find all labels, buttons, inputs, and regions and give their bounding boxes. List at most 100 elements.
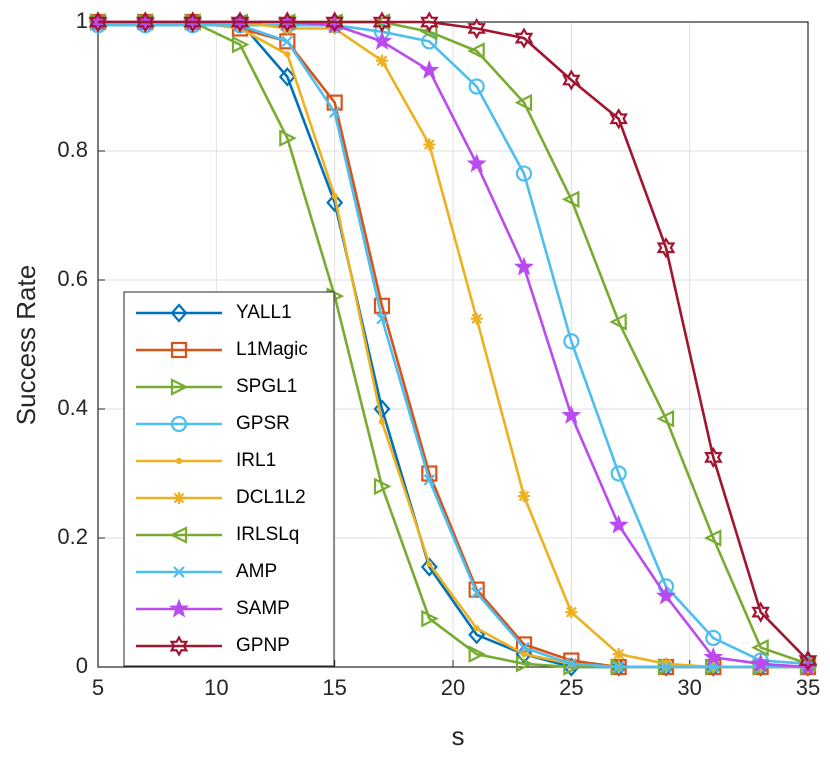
marker [278, 11, 297, 33]
legend-box [123, 291, 335, 667]
marker [372, 11, 392, 33]
marker [518, 490, 530, 503]
legend-label: DCL1L2 [236, 487, 306, 508]
y-tick-label: 0.4 [57, 395, 88, 420]
x-tick-label: 30 [677, 675, 701, 700]
marker [660, 661, 672, 673]
marker [612, 648, 625, 661]
marker [331, 193, 338, 200]
marker [170, 341, 188, 359]
y-axis-label: Success Rate [11, 265, 41, 425]
legend-label: IRL1 [236, 450, 276, 471]
marker [470, 587, 483, 599]
marker [565, 657, 578, 670]
marker [518, 641, 530, 654]
marker [609, 313, 627, 331]
marker [326, 192, 344, 213]
marker [169, 635, 189, 657]
marker [609, 108, 628, 130]
marker [169, 598, 189, 618]
marker [704, 446, 723, 469]
marker [421, 609, 439, 628]
marker [230, 11, 250, 33]
marker [562, 69, 581, 91]
marker [170, 303, 188, 323]
marker [467, 17, 486, 40]
marker [376, 312, 388, 325]
plot-frame [97, 21, 809, 668]
marker [473, 625, 480, 632]
marker [170, 378, 189, 396]
marker [173, 566, 185, 578]
marker [281, 35, 294, 48]
marker [284, 51, 291, 58]
y-tick-label: 0.8 [57, 137, 88, 162]
marker [514, 256, 534, 276]
marker [468, 645, 487, 663]
marker [419, 59, 440, 79]
legend-label: IRLSLq [236, 524, 299, 545]
x-tick-label: 10 [204, 675, 228, 700]
marker [372, 30, 392, 50]
y-tick-label: 1 [76, 8, 88, 33]
x-axis-label: s [452, 721, 465, 751]
marker [798, 649, 818, 672]
marker [279, 129, 297, 147]
x-tick-label: 15 [322, 675, 346, 700]
marker [520, 650, 528, 658]
marker [703, 529, 722, 547]
marker [169, 526, 188, 544]
marker [426, 560, 433, 567]
marker [515, 654, 534, 673]
y-tick-label: 0 [76, 653, 88, 678]
marker [751, 638, 769, 657]
marker [183, 11, 202, 33]
marker [466, 153, 487, 173]
marker [514, 93, 533, 112]
legend-label: YALL1 [236, 302, 292, 323]
marker [612, 661, 625, 673]
marker [175, 457, 183, 465]
legend: YALL1 L1Magic SPGL1 GPSR IRL1 DCL1L2 IRLSLq AMP… [123, 291, 335, 667]
x-tick-label: 20 [441, 675, 465, 700]
marker [170, 415, 188, 433]
marker [514, 27, 534, 49]
legend-label: L1Magic [236, 339, 308, 360]
marker [750, 653, 771, 673]
marker [278, 67, 296, 87]
marker [376, 54, 388, 67]
marker [656, 585, 676, 605]
marker [470, 312, 483, 325]
legend-label: SAMP [236, 598, 290, 619]
series-line [98, 20, 809, 662]
marker [173, 492, 185, 504]
y-tick-label: 0.2 [57, 524, 88, 549]
x-tick-label: 35 [796, 675, 820, 700]
marker [423, 138, 436, 151]
marker [467, 42, 485, 60]
marker [373, 477, 392, 496]
marker [373, 297, 391, 314]
x-tick-label: 25 [559, 675, 583, 700]
marker [751, 601, 770, 623]
marker [608, 514, 629, 534]
marker [468, 581, 485, 598]
marker [325, 11, 344, 33]
marker [515, 165, 533, 182]
marker [610, 465, 627, 482]
marker [561, 190, 580, 209]
marker [563, 333, 580, 350]
marker [561, 404, 582, 424]
marker [705, 629, 722, 647]
legend-label: GPNP [236, 635, 290, 656]
marker [703, 646, 724, 666]
marker [136, 11, 155, 33]
marker [660, 657, 672, 670]
marker [419, 22, 438, 41]
legend-label: SPGL1 [236, 376, 297, 397]
marker [656, 237, 676, 259]
marker [328, 106, 341, 119]
marker [88, 11, 108, 33]
y-tick-label: 0.6 [57, 266, 88, 291]
